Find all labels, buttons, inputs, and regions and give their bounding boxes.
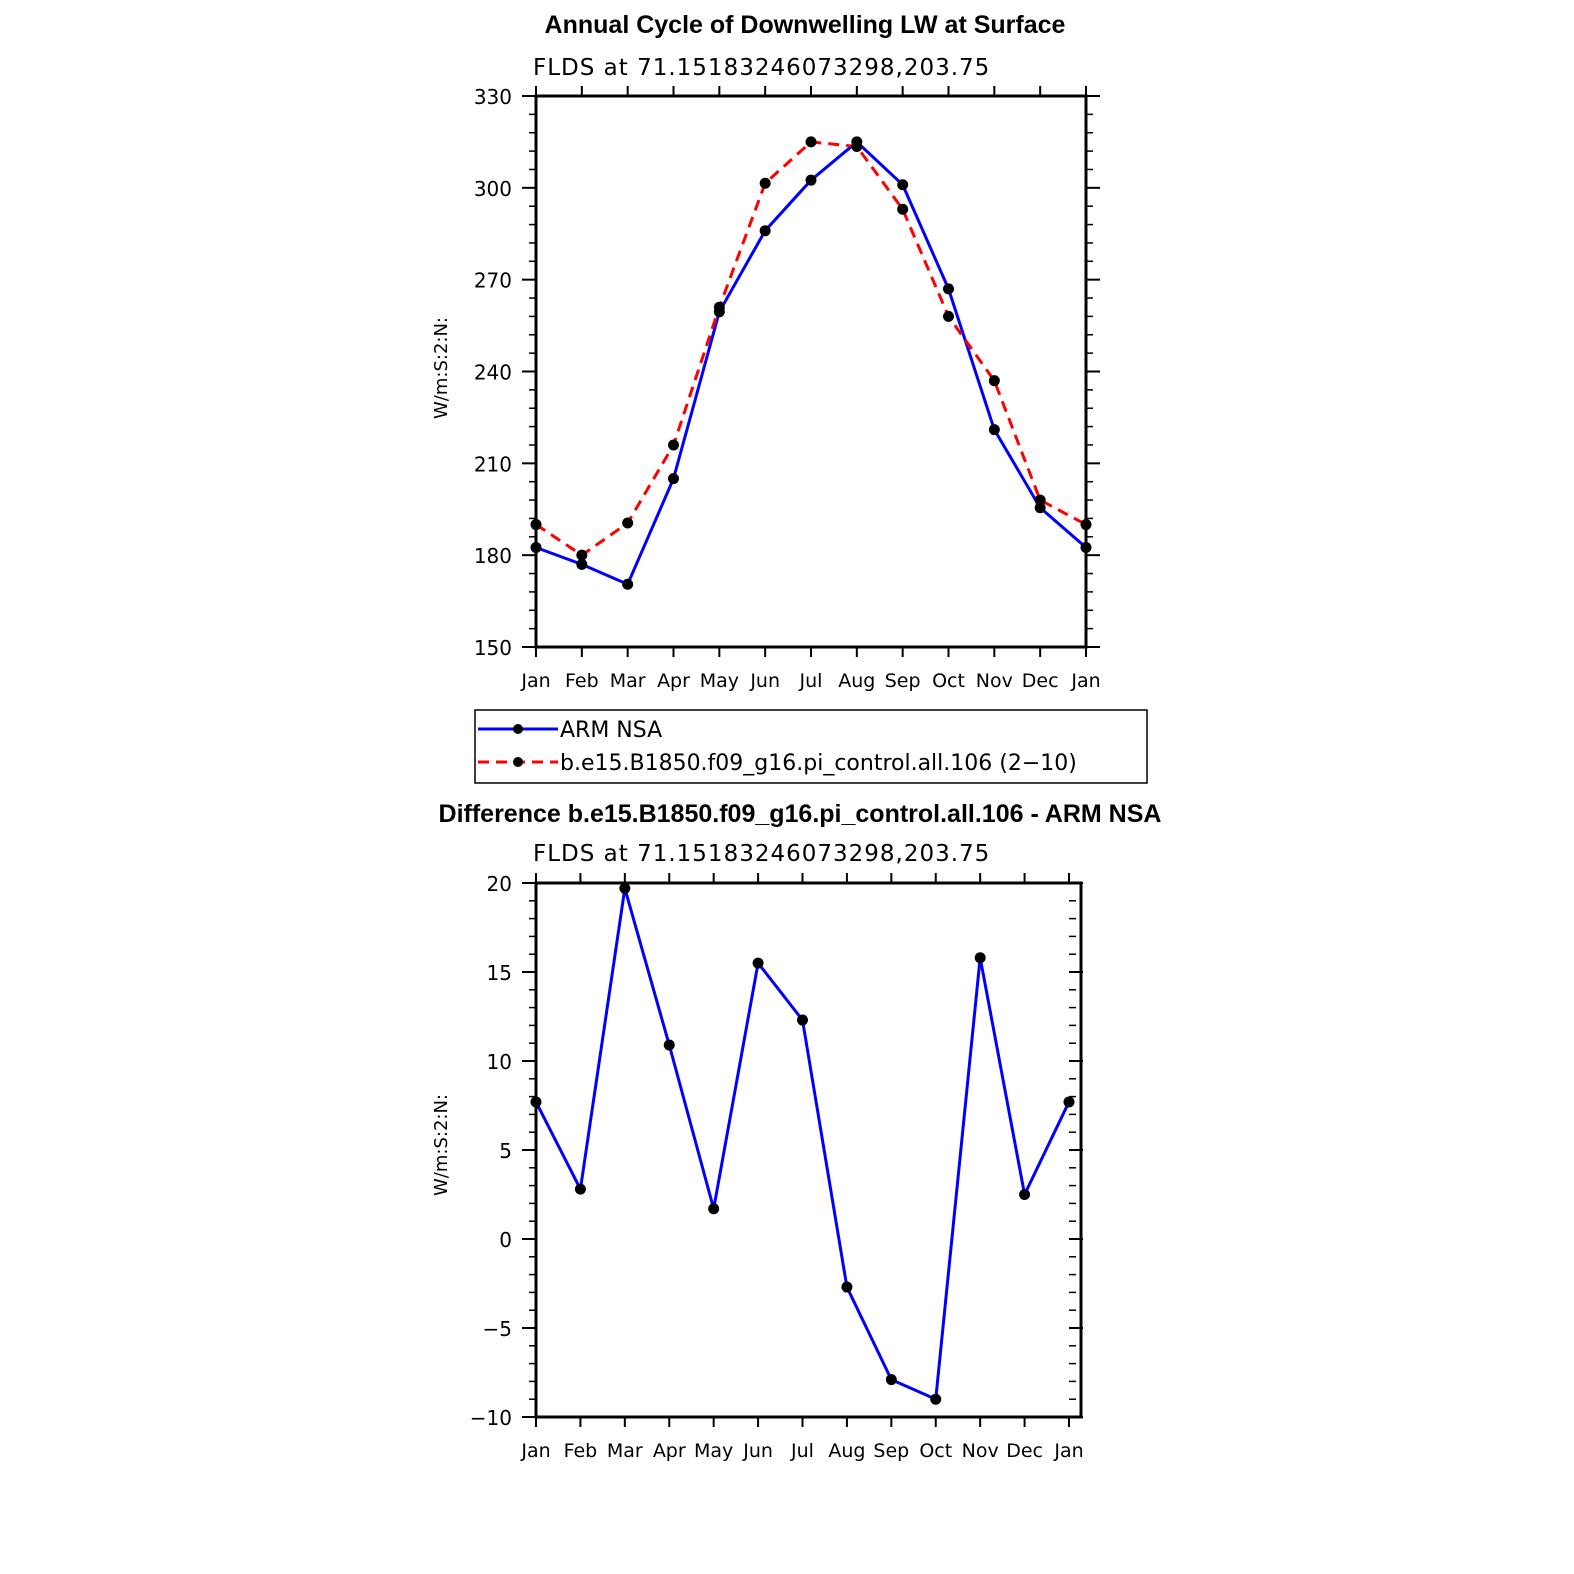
chart1-series-1-point	[988, 375, 1000, 387]
chart2-series-0-point	[752, 957, 764, 969]
chart2-series-0-point	[930, 1393, 942, 1405]
chart1-x-tick-label: Aug	[838, 670, 875, 692]
chart1-ticks: Jan Feb Mar Apr May Jun Jul Aug Sep Oct Nov Dec Jan 1…	[474, 85, 1101, 692]
chart2-series-0-point	[619, 882, 631, 894]
chart2-x-tick-label: Nov	[962, 1440, 999, 1462]
chart1-series-0-point	[943, 283, 954, 295]
chart2-series-0-point	[885, 1374, 897, 1386]
chart2-series-0-point	[1019, 1189, 1031, 1200]
chart1-series-0-line	[535, 140, 1087, 586]
chart2-x-tick-label: Jan	[520, 1440, 550, 1462]
chart1-y-tick-label: 150	[474, 636, 512, 660]
difference-chart: Difference b.e15.B1850.f09_g16.pi_contro…	[431, 800, 1161, 1462]
annual-cycle-chart: Annual Cycle of Downwelling LW at Surfac…	[431, 11, 1101, 692]
chart1-y-tick-label: 210	[474, 452, 512, 476]
chart1-legend: ARM NSA b.e15.B1850.f09_g16.pi_control.a…	[474, 709, 1148, 784]
chart1-x-tick-label: Apr	[657, 670, 690, 692]
chart2-series-0-point	[574, 1183, 586, 1195]
chart2-y-tick-label: 0	[499, 1228, 512, 1252]
legend-box	[474, 709, 1148, 784]
chart1-x-tick-label: Dec	[1022, 670, 1059, 692]
chart2-marks	[530, 882, 1075, 1405]
chart1-x-tick-label: Jan	[1070, 670, 1100, 692]
chart1-x-tick-label: Jan	[520, 670, 550, 692]
chart2-y-tick-label: 10	[487, 1050, 512, 1074]
chart1-x-tick-label: Feb	[565, 670, 599, 692]
chart1-x-tick-label: Jul	[799, 670, 823, 692]
chart1-y-axis-title: W/m:S:2:N:	[431, 317, 452, 419]
chart1-series-1-line	[535, 140, 1087, 557]
chart1-y-tick-label: 330	[474, 85, 512, 109]
chart2-x-tick-label: Aug	[828, 1440, 865, 1462]
chart1-series-0-point	[805, 174, 817, 186]
chart2-x-tick-label: Dec	[1006, 1440, 1043, 1462]
chart1-series-1-point	[1034, 494, 1046, 506]
chart1-x-tick-label: Oct	[932, 670, 965, 692]
chart1-y-tick-label: 240	[474, 361, 512, 385]
chart1-series-1-point	[622, 517, 634, 529]
chart1-x-tick-label: Mar	[610, 670, 646, 692]
legend-marker-arm-nsa	[513, 724, 523, 734]
chart2-x-tick-label: Jun	[742, 1440, 773, 1462]
chart2-y-tick-label: 20	[487, 872, 512, 896]
chart2-x-tick-label: Jul	[790, 1440, 814, 1462]
chart1-series-1-point	[805, 136, 817, 148]
chart1-series-0-point	[576, 558, 588, 570]
chart1-series-1-point	[759, 177, 771, 189]
chart2-x-tick-label: Mar	[607, 1440, 643, 1462]
chart2-subtitle: FLDS at 71.15183246073298,203.75	[533, 841, 990, 867]
chart2-series-0-point	[841, 1281, 853, 1293]
chart1-marks	[530, 136, 1092, 590]
chart2-title: Difference b.e15.B1850.f09_g16.pi_contro…	[439, 800, 1162, 828]
chart1-x-tick-label: May	[700, 670, 739, 692]
chart2-series-0-point	[708, 1203, 720, 1215]
chart1-plot-frame	[534, 94, 1088, 649]
chart2-x-tick-label: Feb	[564, 1440, 598, 1462]
chart1-series-0-point	[897, 179, 909, 191]
chart2-series-0-point	[974, 952, 986, 964]
chart1-series-1-point	[713, 301, 725, 313]
chart1-series-0-point	[622, 578, 634, 590]
chart1-title: Annual Cycle of Downwelling LW at Surfac…	[545, 11, 1066, 39]
chart1-y-tick-label: 270	[474, 269, 512, 293]
chart1-subtitle: FLDS at 71.15183246073298,203.75	[533, 55, 990, 81]
chart2-series-0-point	[663, 1039, 675, 1051]
chart1-series-1-point	[851, 141, 863, 153]
chart1-x-tick-label: Nov	[976, 670, 1013, 692]
chart2-x-tick-label: Sep	[873, 1440, 909, 1462]
legend-label-arm-nsa: ARM NSA	[560, 718, 662, 743]
chart2-y-tick-label: 15	[487, 961, 512, 985]
chart2-x-tick-label: Oct	[919, 1440, 952, 1462]
chart1-series-0-point	[1034, 502, 1046, 514]
chart2-series-0-line	[534, 886, 1071, 1401]
legend-label-model: b.e15.B1850.f09_g16.pi_control.all.106 (…	[560, 751, 1077, 776]
chart2-x-tick-label: Apr	[653, 1440, 686, 1462]
chart1-series-0-point	[668, 473, 679, 485]
chart1-series-1-point	[668, 439, 679, 451]
chart1-y-tick-label: 300	[474, 177, 512, 201]
chart1-series-0-point	[988, 424, 1000, 436]
chart1-series-1-point	[897, 203, 909, 215]
chart2-y-tick-label: 5	[499, 1139, 512, 1163]
chart1-series-1-point	[576, 549, 588, 561]
chart2-plot-frame	[534, 881, 1083, 1419]
chart2-y-tick-label: −5	[483, 1317, 512, 1341]
chart1-x-tick-label: Sep	[885, 670, 921, 692]
chart2-series-0-point	[797, 1014, 808, 1026]
chart2-y-tick-label: −10	[470, 1406, 512, 1430]
chart2-ticks: Jan Feb Mar Apr May Jun Jul Aug Sep Oct Nov Dec Jan−…	[470, 872, 1084, 1462]
legend-marker-model	[513, 757, 523, 767]
chart1-x-tick-label: Jun	[749, 670, 780, 692]
chart2-x-tick-label: Jan	[1053, 1440, 1083, 1462]
chart2-x-tick-label: May	[694, 1440, 733, 1462]
chart1-series-0-point	[759, 225, 771, 237]
chart1-y-tick-label: 180	[474, 544, 512, 568]
chart2-series-0-point	[1063, 1096, 1075, 1108]
chart2-y-axis-title: W/m:S:2:N:	[431, 1094, 452, 1196]
chart1-series-1-point	[943, 310, 954, 322]
